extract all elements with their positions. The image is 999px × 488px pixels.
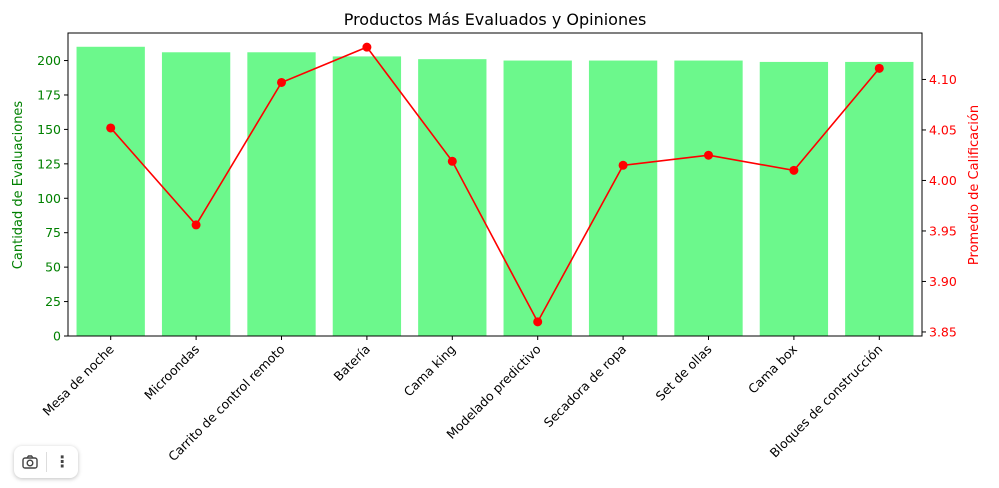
rating-point (447, 156, 457, 166)
rating-point (277, 77, 286, 87)
rating-point (789, 165, 799, 175)
rating-point (362, 42, 372, 52)
more-glyph: ⋮ (54, 452, 71, 471)
bar (418, 59, 487, 336)
y-left-tick-label: 25 (45, 294, 61, 309)
y-left-tick-label: 150 (37, 122, 61, 137)
y-axis-right-label: Promedio de Calificación (967, 105, 982, 265)
rating-point (874, 63, 884, 73)
rating-point (191, 220, 201, 230)
y-right-tick-label: 3.95 (929, 223, 957, 238)
bar (161, 52, 231, 336)
rating-line (110, 46, 880, 324)
bar (76, 46, 145, 336)
x-tick-label: Cama king (401, 342, 459, 400)
y-left-tick-label: 75 (45, 225, 61, 240)
y-right-tick-label: 4.10 (929, 72, 957, 87)
x-tick-label: Batería (331, 342, 374, 385)
camera-icon[interactable] (14, 446, 46, 478)
more-vertical-icon[interactable]: ⋮ (46, 446, 78, 478)
rating-point (704, 150, 713, 160)
y-left-tick-label: 200 (37, 53, 61, 68)
x-tick-label: Cama box (745, 342, 800, 397)
y-left-tick-label: 125 (37, 156, 61, 171)
plot-frame (67, 32, 923, 337)
chart-toolbar: ⋮ (14, 446, 78, 478)
x-tick-label: Microondas (141, 342, 202, 403)
x-tick-label: Modelado predictivo (443, 342, 543, 442)
bar (332, 56, 402, 336)
y-right-tick-label: 4.05 (929, 122, 957, 137)
bar (247, 52, 316, 336)
y-right-tick-label: 3.85 (929, 324, 957, 339)
bar (588, 60, 658, 336)
bar (845, 61, 914, 336)
bar (759, 61, 829, 336)
y-left-tick-label: 175 (37, 87, 61, 102)
bar (503, 60, 572, 336)
bar (674, 60, 743, 336)
y-left-tick-label: 0 (53, 329, 61, 344)
rating-point (106, 123, 116, 133)
y-right-tick-label: 3.90 (929, 274, 957, 289)
rating-point (618, 160, 628, 170)
y-right-tick-label: 4.00 (929, 173, 957, 188)
y-left-tick-label: 100 (37, 191, 61, 206)
chart-title: Productos Más Evaluados y Opiniones (344, 10, 647, 29)
x-tick-label: Set de ollas (652, 342, 714, 404)
x-tick-label: Secadora de ropa (541, 342, 630, 431)
rating-point (533, 317, 543, 327)
y-left-tick-label: 50 (45, 260, 61, 275)
toolbar-divider (45, 452, 47, 472)
y-axis-left-label: Cantidad de Evaluaciones (11, 101, 26, 270)
x-tick-label: Mesa de noche (40, 341, 117, 418)
